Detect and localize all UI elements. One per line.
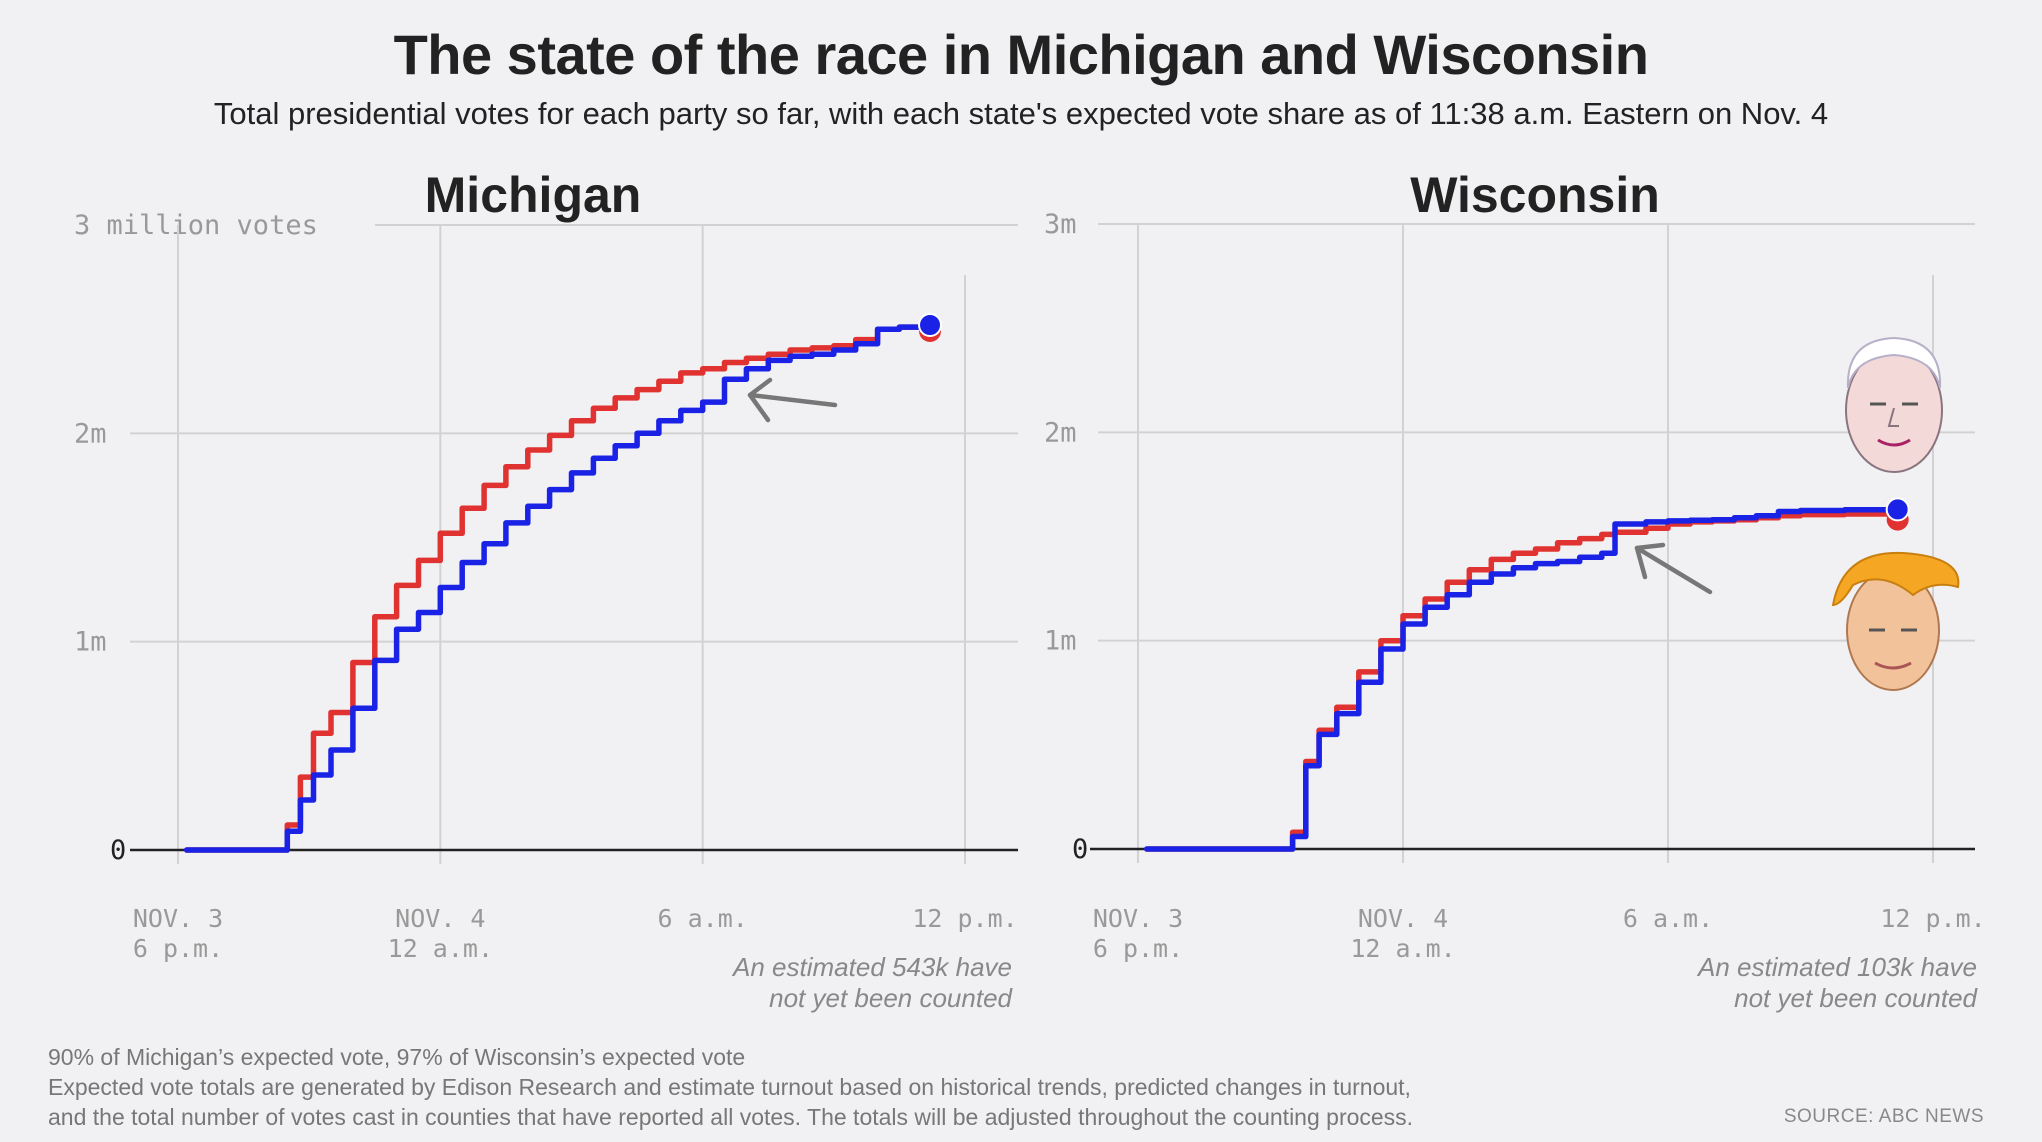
x-tick-label: 12 p.m. [912, 904, 1017, 933]
footer-line-1: 90% of Michigan’s expected vote, 97% of … [48, 1044, 746, 1070]
uncounted-note-line-1: An estimated 543k have [731, 952, 1012, 982]
mouth-shape [1874, 661, 1912, 670]
panel-title: Michigan [425, 167, 642, 223]
x-tick-label: 6 a.m. [658, 904, 748, 933]
mouth-shape [1877, 438, 1911, 447]
footer-notes: 90% of Michigan’s expected vote, 97% of … [48, 1042, 1413, 1132]
democrat-end-dot [1885, 497, 1910, 522]
uncounted-note-line-1: An estimated 103k have [1696, 952, 1977, 982]
x-tick-label: NOV. 3 [1093, 904, 1183, 933]
republican-candidate-face-icon [1831, 551, 1960, 691]
uncounted-note-line-2: not yet been counted [1734, 983, 1978, 1013]
chart-title: The state of the race in Michigan and Wi… [393, 23, 1649, 86]
x-tick-label: NOV. 3 [133, 904, 223, 933]
y-tick-label: 1m [1044, 626, 1077, 657]
source-credit: SOURCE: ABC NEWS [1783, 1106, 1984, 1127]
panel-title: Wisconsin [1410, 167, 1660, 223]
footer-line-3: and the total number of votes cast in co… [48, 1104, 1414, 1130]
arrowhead-icon [747, 377, 773, 423]
footer-line-2: Expected vote totals are generated by Ed… [48, 1074, 1411, 1100]
arrow-icon [747, 392, 838, 408]
y-tick-label: 2m [1044, 417, 1077, 448]
nose-shape [1887, 407, 1899, 427]
hair-shape [1831, 551, 1960, 607]
chart-panel-wisconsin: 0 1m 2m 3m NOV. 36 p.m. NOV. 412 a.m. 6 a.m. 12… [1044, 167, 1986, 1013]
x-tick-label: 12 a.m. [388, 934, 493, 963]
republican-vote-line [183, 322, 933, 853]
democrat-vote-line [183, 322, 933, 853]
x-tick-label: 12 p.m. [1880, 904, 1985, 933]
x-tick-label: NOV. 4 [395, 904, 485, 933]
hair-shape [1846, 336, 1942, 389]
x-tick-label: NOV. 4 [1358, 904, 1448, 933]
arrow-icon [1634, 545, 1713, 595]
y-tick-label: 1m [74, 627, 107, 658]
democrat-end-dot [918, 313, 943, 337]
y-tick-label: 3m [1044, 209, 1077, 240]
x-tick-label: 6 a.m. [1623, 904, 1713, 933]
x-tick-label: 6 p.m. [1093, 934, 1183, 963]
chart-subtitle: Total presidential votes for each party … [213, 96, 1829, 131]
republican-vote-line [1144, 510, 1901, 852]
y-tick-label: 3 million votes [74, 210, 318, 241]
x-tick-label: 6 p.m. [133, 934, 223, 963]
y-tick-label: 2m [74, 418, 107, 449]
uncounted-note-line-2: not yet been counted [769, 983, 1013, 1013]
x-tick-label: 12 a.m. [1350, 934, 1455, 963]
y-tick-label: 0 [110, 835, 126, 866]
arrowhead-icon [1634, 542, 1666, 580]
y-tick-label: 0 [1072, 834, 1088, 865]
democrat-candidate-face-icon [1845, 336, 1943, 473]
democrat-vote-line [1144, 506, 1901, 852]
